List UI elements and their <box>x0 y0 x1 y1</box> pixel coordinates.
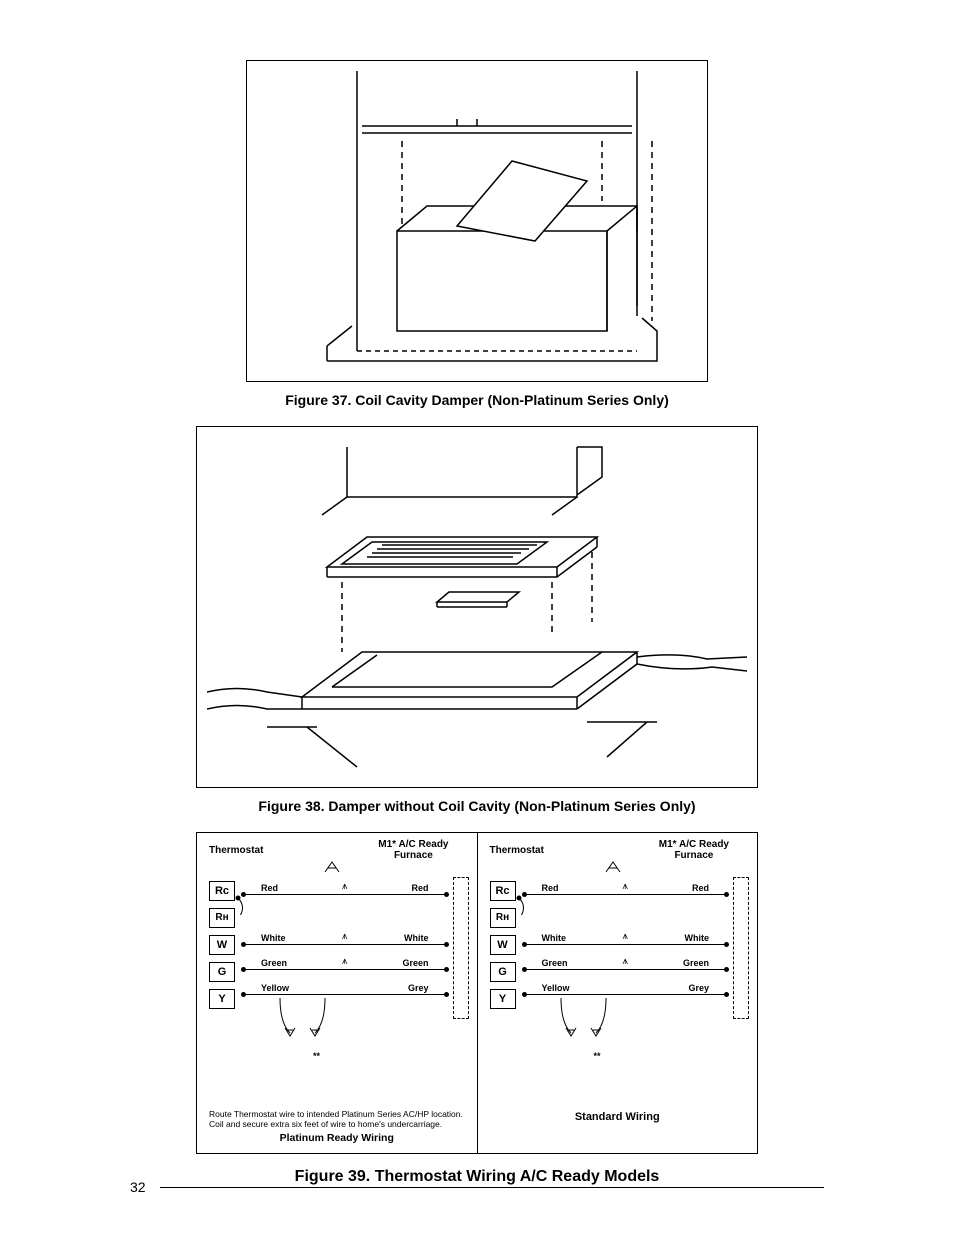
terminal-column: Rc Rʜ W G Y <box>209 881 235 1016</box>
arrow-icon: ⩚ <box>342 931 348 942</box>
wire-label-red-right: Red <box>692 883 709 893</box>
wire-label-white-left: White <box>261 933 286 943</box>
wiring-left-panel: Thermostat M1* A/C Ready Furnace Rc Rʜ W… <box>197 833 477 1153</box>
wire-label-white-left: White <box>542 933 567 943</box>
platinum-wiring-title: Platinum Ready Wiring <box>209 1132 465 1145</box>
page-number: 32 <box>130 1179 146 1195</box>
figure-38-box <box>196 426 758 788</box>
asterisks-label: ** <box>313 1051 320 1061</box>
page: Figure 37. Coil Cavity Damper (Non-Plati… <box>0 0 954 1235</box>
figure-39-box: Thermostat M1* A/C Ready Furnace Rc Rʜ W… <box>196 832 758 1154</box>
terminal-w: W <box>490 935 516 955</box>
thermostat-label: Thermostat <box>490 845 544 856</box>
down-arrows-icon <box>556 998 616 1048</box>
wire-label-grey-right: Grey <box>408 983 429 993</box>
top-arrow-icon <box>603 859 623 875</box>
wire-label-white-right: White <box>404 933 429 943</box>
furnace-dashed-box <box>453 877 469 1019</box>
wire-row-white: White ⩚ White <box>241 935 449 953</box>
arrow-icon: ⩚ <box>622 956 628 967</box>
wire-label-green-left: Green <box>542 958 568 968</box>
arrow-icon: ⩚ <box>622 931 628 942</box>
wire-row-green: Green ⩚ Green <box>241 960 449 978</box>
wire-label-red-left: Red <box>261 883 278 893</box>
figure-38-caption: Figure 38. Damper without Coil Cavity (N… <box>130 798 824 814</box>
platinum-note-text: Route Thermostat wire to intended Platin… <box>209 1109 463 1129</box>
terminal-rh: Rʜ <box>490 908 516 928</box>
figure-37-caption: Figure 37. Coil Cavity Damper (Non-Plati… <box>130 392 824 408</box>
wire-label-white-right: White <box>685 933 710 943</box>
wiring-right-panel: Thermostat M1* A/C Ready Furnace Rc Rʜ W… <box>477 833 758 1153</box>
wire-label-red-right: Red <box>411 883 428 893</box>
standard-wiring-title: Standard Wiring <box>478 1111 758 1123</box>
wire-label-grey-right: Grey <box>688 983 709 993</box>
furnace-dashed-box <box>733 877 749 1019</box>
terminal-w: W <box>209 935 235 955</box>
wire-label-yellow-left: Yellow <box>261 983 289 993</box>
terminal-g: G <box>209 962 235 982</box>
wire-row-red: Red ⩚ Red <box>241 885 449 903</box>
page-rule <box>160 1187 824 1188</box>
asterisks-label: ** <box>594 1051 601 1061</box>
figure-37-box <box>246 60 708 382</box>
wire-label-green-right: Green <box>402 958 428 968</box>
furnace-label: M1* A/C Ready Furnace <box>378 839 448 861</box>
wire-label-red-left: Red <box>542 883 559 893</box>
arrow-icon: ⩚ <box>342 881 348 892</box>
terminal-y: Y <box>209 989 235 1009</box>
damper-without-coil-diagram <box>207 437 747 777</box>
figure-39-caption: Figure 39. Thermostat Wiring A/C Ready M… <box>130 1168 824 1186</box>
furnace-label: M1* A/C Ready Furnace <box>659 839 729 861</box>
arrow-icon: ⩚ <box>622 881 628 892</box>
terminal-rc: Rc <box>490 881 516 901</box>
wire-label-yellow-left: Yellow <box>542 983 570 993</box>
furnace-label-line1: M1* A/C Ready <box>659 839 729 850</box>
top-arrow-icon <box>322 859 342 875</box>
thermostat-label: Thermostat <box>209 845 263 856</box>
terminal-rh: Rʜ <box>209 908 235 928</box>
wire-label-green-right: Green <box>683 958 709 968</box>
terminal-y: Y <box>490 989 516 1009</box>
furnace-label-line2: Furnace <box>394 850 433 861</box>
arrow-icon: ⩚ <box>342 956 348 967</box>
down-arrows-icon <box>275 998 335 1048</box>
terminal-column: Rc Rʜ W G Y <box>490 881 516 1016</box>
wire-row-white: White ⩚ White <box>522 935 730 953</box>
wire-row-yellow: Yellow Grey <box>522 985 730 1003</box>
wire-row-red: Red ⩚ Red <box>522 885 730 903</box>
wire-row-yellow: Yellow Grey <box>241 985 449 1003</box>
terminal-rc: Rc <box>209 881 235 901</box>
terminal-g: G <box>490 962 516 982</box>
wire-row-green: Green ⩚ Green <box>522 960 730 978</box>
coil-cavity-damper-diagram <box>257 71 697 371</box>
wire-label-green-left: Green <box>261 958 287 968</box>
furnace-label-line2: Furnace <box>674 850 713 861</box>
furnace-label-line1: M1* A/C Ready <box>378 839 448 850</box>
platinum-footnote: Route Thermostat wire to intended Platin… <box>209 1109 465 1145</box>
